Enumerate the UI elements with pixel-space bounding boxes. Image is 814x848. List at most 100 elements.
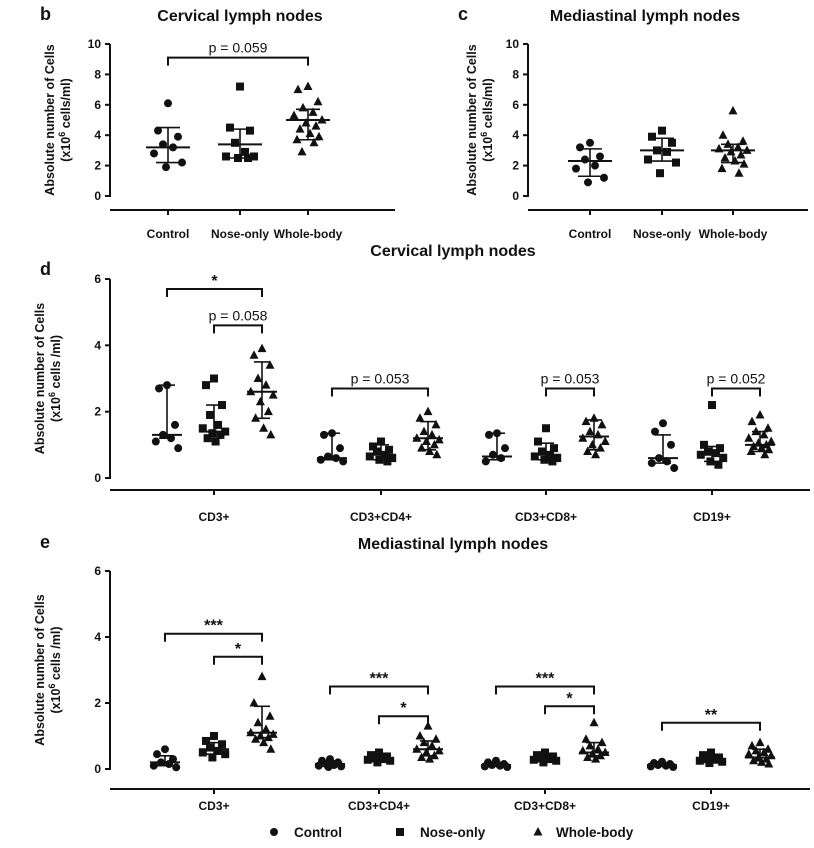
data-point-square: [202, 381, 210, 390]
bracket-label: p = 0.053: [541, 370, 600, 386]
data-point-square: [644, 155, 652, 164]
data-point-triangle: [760, 449, 770, 459]
data-point-triangle: [585, 426, 595, 436]
data-point-triangle: [738, 136, 748, 145]
data-point-triangle: [581, 734, 591, 743]
data-point-triangle: [425, 754, 435, 763]
data-point-triangle: [755, 737, 765, 747]
panel-label: b: [40, 4, 51, 24]
data-point-square: [658, 126, 666, 135]
data-point-circle: [481, 457, 490, 466]
data-point-square: [214, 746, 222, 755]
data-point-square: [542, 424, 550, 433]
data-point-circle: [149, 761, 158, 770]
y-axis-label-line1: Absolute number of Cells: [465, 44, 479, 195]
chart-title: Cervical lymph nodes: [370, 243, 535, 260]
data-point-circle: [576, 143, 584, 152]
data-point-triangle: [266, 744, 276, 753]
data-point-triangle: [583, 446, 593, 455]
significance-bracket: ***: [329, 671, 429, 695]
x-tick-label: Control: [147, 227, 190, 241]
data-point-triangle: [308, 107, 318, 116]
data-point-circle: [501, 444, 509, 453]
x-tick-label: CD19+: [693, 510, 731, 524]
data-point-triangle: [585, 740, 595, 750]
x-tick-label: CD3+CD8+: [514, 799, 576, 813]
data-point-square: [210, 732, 218, 740]
data-point-circle: [336, 444, 344, 453]
data-point-triangle: [718, 130, 728, 139]
y-axis-label-line2: (x106 cells /ml): [47, 335, 63, 422]
data-point-circle: [151, 437, 160, 446]
y-axis-label: Absolute number of Cells (x106 cells /ml): [33, 594, 63, 745]
median-range-bar: [247, 361, 277, 420]
data-point-circle: [320, 430, 328, 439]
y-axis-label: Absolute number of Cells (x106 cells /ml): [33, 303, 63, 454]
data-point-triangle: [265, 360, 275, 369]
significance-bracket: *: [213, 641, 263, 665]
y-axis-label-line1: Absolute number of Cells: [33, 303, 47, 454]
data-point-triangle: [432, 449, 442, 459]
bracket-label: **: [705, 707, 718, 724]
bracket-label: p = 0.053: [351, 370, 410, 386]
bracket-label: *: [566, 690, 573, 707]
median-range-bar: [745, 430, 775, 453]
legend-item: Nose-only: [396, 825, 486, 840]
data-point-triangle: [259, 737, 269, 747]
data-point-triangle: [261, 380, 271, 389]
y-tick-label: 4: [512, 128, 519, 142]
data-point-square: [550, 444, 558, 453]
data-point-square: [718, 757, 727, 766]
bracket-label: *: [235, 641, 242, 658]
data-point-triangle: [755, 409, 765, 419]
bracket-line: [329, 685, 429, 695]
y-tick-label: 0: [94, 189, 101, 203]
data-point-circle: [591, 161, 599, 170]
data-point-triangle: [431, 419, 441, 429]
y-axis-label-line1: Absolute number of Cells: [33, 594, 47, 745]
y-tick-label: 2: [94, 696, 101, 710]
data-point-triangle: [600, 436, 610, 446]
y-tick-label: 6: [94, 272, 101, 286]
data-point-circle: [600, 173, 608, 182]
median-range-bar: [697, 445, 727, 463]
data-point-triangle: [295, 124, 305, 133]
data-point-square: [716, 444, 724, 453]
data-point-square: [553, 454, 562, 463]
data-point-triangle: [589, 717, 599, 727]
data-point-triangle: [746, 446, 756, 455]
data-point-square: [714, 460, 723, 469]
significance-bracket: p = 0.059: [167, 40, 309, 66]
data-point-square: [241, 147, 249, 156]
data-point-square: [198, 424, 207, 433]
bracket-line: [164, 632, 263, 642]
data-point-square: [386, 756, 395, 765]
x-tick-label: CD3+CD4+: [348, 799, 410, 813]
data-point-circle: [155, 384, 163, 393]
bracket-line: [213, 655, 263, 665]
data-point-triangle: [303, 81, 313, 91]
median-range-bar: [152, 384, 182, 440]
significance-bracket: *: [378, 700, 429, 725]
data-point-triangle: [266, 429, 276, 439]
data-point-circle: [667, 440, 675, 449]
data-point-triangle: [591, 449, 601, 459]
data-point-triangle: [257, 671, 267, 681]
data-point-triangle: [423, 721, 433, 730]
bracket-line: [166, 287, 263, 297]
y-tick-label: 0: [512, 189, 519, 203]
data-point-square: [672, 158, 680, 167]
median-range-bar: [146, 126, 190, 164]
data-point-triangle: [309, 137, 319, 147]
x-tick-label: Control: [569, 227, 612, 241]
data-point-triangle: [249, 350, 259, 359]
data-point-square: [700, 440, 708, 449]
bracket-label: p = 0.059: [209, 40, 268, 56]
data-point-square: [552, 756, 561, 765]
y-axis-label-line2: (x106 cells/ml): [57, 78, 73, 162]
significance-bracket: ***: [164, 618, 263, 642]
data-point-square: [708, 401, 716, 410]
data-point-triangle: [419, 426, 429, 436]
panel-c: c Mediastinal lymph nodes Absolute number …: [458, 4, 808, 241]
